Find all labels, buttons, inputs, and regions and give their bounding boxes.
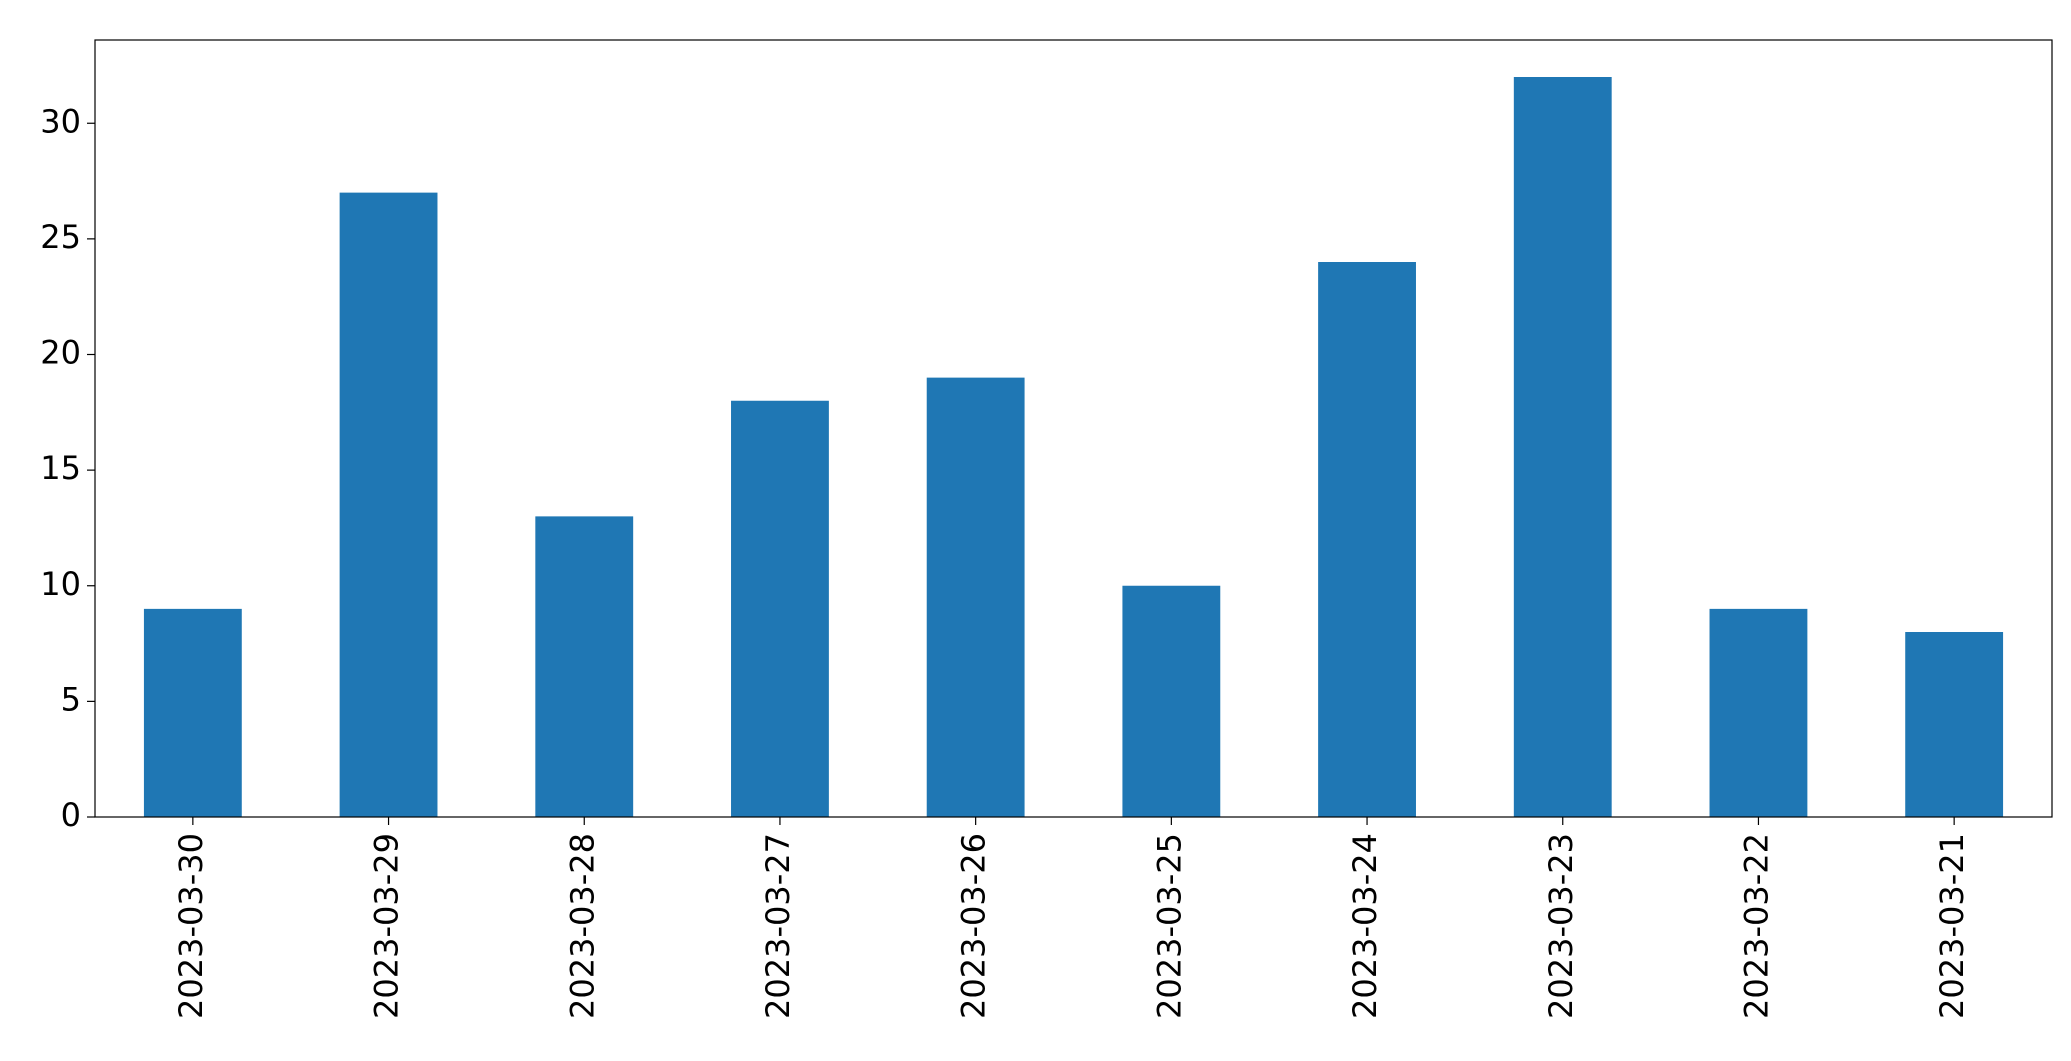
x-tick-label: 2023-03-26 [955, 833, 993, 1019]
x-tick-label: 2023-03-21 [1933, 833, 1971, 1019]
bar [1709, 608, 1808, 817]
y-tick-label: 30 [40, 102, 81, 140]
bar [1905, 632, 2004, 817]
y-tick-label: 20 [40, 334, 81, 372]
y-tick-label: 15 [40, 449, 81, 487]
bar [339, 192, 438, 817]
bar [1318, 262, 1416, 817]
bar [1513, 77, 1612, 817]
x-tick-label: 2023-03-29 [368, 833, 406, 1019]
x-tick-label: 2023-03-27 [759, 833, 797, 1019]
x-tick-label: 2023-03-25 [1150, 833, 1188, 1019]
x-tick-label: 2023-03-30 [172, 833, 210, 1019]
y-tick-label: 5 [61, 680, 81, 718]
y-tick-label: 0 [61, 796, 81, 834]
bar [143, 608, 242, 817]
y-tick-label: 10 [40, 565, 81, 603]
bar [1122, 585, 1221, 817]
bar [535, 516, 634, 817]
bar [731, 400, 829, 817]
y-tick-label: 25 [40, 218, 81, 256]
x-tick-label: 2023-03-23 [1542, 833, 1580, 1019]
x-tick-label: 2023-03-22 [1737, 833, 1775, 1019]
plot-frame [94, 39, 2053, 818]
x-tick-label: 2023-03-28 [563, 833, 601, 1019]
x-tick-label: 2023-03-24 [1346, 833, 1384, 1019]
bar [926, 377, 1025, 817]
